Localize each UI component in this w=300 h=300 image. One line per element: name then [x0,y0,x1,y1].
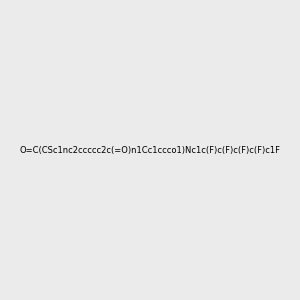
Text: O=C(CSc1nc2ccccc2c(=O)n1Cc1ccco1)Nc1c(F)c(F)c(F)c(F)c1F: O=C(CSc1nc2ccccc2c(=O)n1Cc1ccco1)Nc1c(F)… [20,146,281,154]
